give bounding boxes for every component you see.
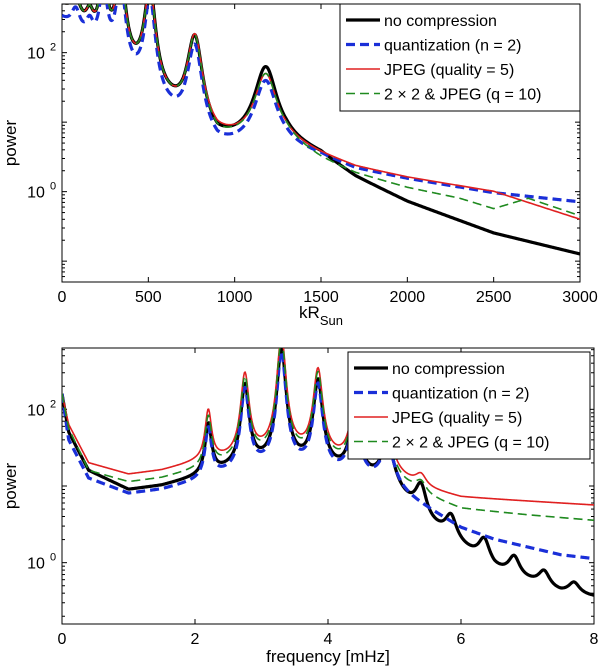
x-tick-label: 2000	[390, 289, 426, 306]
series-line-3	[65, 4, 580, 220]
y-tick-exponent: 0	[50, 552, 56, 564]
series-line-4	[65, 4, 580, 217]
x-tick-label: 3000	[562, 289, 598, 306]
y-tick-exponent: 0	[50, 181, 56, 193]
y-tick-label: 10	[27, 46, 45, 63]
x-tick-label: 0	[58, 289, 67, 306]
legend-label: JPEG (quality = 5)	[392, 410, 522, 427]
x-tick-label: 8	[590, 631, 599, 648]
y-axis-label: power	[1, 120, 20, 167]
x-tick-label: 1000	[217, 289, 253, 306]
series-group	[62, 4, 580, 256]
x-tick-label: 500	[135, 289, 162, 306]
y-tick-exponent: 2	[50, 42, 56, 54]
series-line-3	[62, 348, 594, 506]
legend: no compression quantization (n = 2) JPEG (…	[347, 351, 591, 460]
x-tick-label: 6	[457, 631, 466, 648]
x-tick-label: 0	[58, 631, 67, 648]
legend-label: 2 × 2 & JPEG (q = 10)	[392, 435, 549, 452]
x-axis-label: frequency [mHz]	[266, 647, 390, 666]
series-line-2	[62, 4, 580, 204]
legend-label: 2 × 2 & JPEG (q = 10)	[384, 87, 541, 104]
legend-box	[347, 351, 591, 460]
chart-panel-1: 0 500 1000 1500 2000 2500 3000 10 0 10 2 power kRSun…	[1, 3, 598, 328]
x-tick-label: 2	[191, 631, 200, 648]
chart-panel-2: 0 2 4 6 8 10 0 10 2 power frequency [mHz] no compre…	[1, 347, 599, 666]
legend-label: quantization (n = 2)	[392, 386, 529, 403]
legend-label: quantization (n = 2)	[384, 38, 521, 55]
y-tick-label: 10	[27, 185, 45, 202]
y-tick-label: 10	[27, 556, 45, 573]
x-tick-label: 2500	[476, 289, 512, 306]
legend-label: no compression	[392, 361, 505, 378]
series-line-4	[62, 348, 594, 522]
legend: no compression quantization (n = 2) JPEG (…	[339, 3, 581, 112]
legend-label: no compression	[384, 13, 497, 30]
legend-label: JPEG (quality = 5)	[384, 62, 514, 79]
y-tick-exponent: 2	[50, 398, 56, 410]
y-tick-label: 10	[27, 402, 45, 419]
x-axis-label: kRSun	[299, 303, 343, 328]
series-line-2	[62, 349, 594, 561]
x-tick-label: 1500	[303, 289, 339, 306]
y-axis-label: power	[1, 463, 20, 510]
series-group	[62, 348, 594, 597]
x-tick-label: 4	[324, 631, 333, 648]
